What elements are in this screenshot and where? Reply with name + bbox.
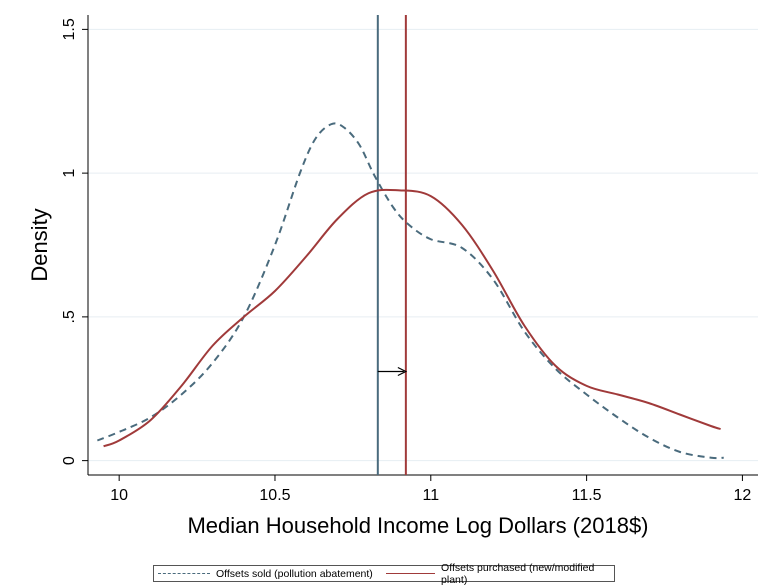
y-tick-label: 1	[61, 169, 78, 178]
reference-lines	[376, 15, 407, 475]
x-axis-title: Median Household Income Log Dollars (201…	[187, 513, 648, 538]
density-chart: 0.511.510 10.5 11 11.5 12 Density Median Hou…	[27, 15, 758, 538]
x-tick-label: 11	[422, 487, 439, 504]
legend: Offsets sold (pollution abatement) Offse…	[153, 562, 615, 586]
y-axis-title: Density	[27, 208, 52, 281]
legend-item-purchased: Offsets purchased (new/modified plant)	[385, 561, 614, 586]
x-tick-label: 12	[734, 487, 752, 504]
axes: 0.511.510 10.5 11 11.5 12	[61, 15, 758, 504]
legend-swatch-solid	[385, 573, 436, 574]
series-line-offsets-sold	[96, 122, 724, 460]
shift-arrow	[377, 366, 408, 377]
legend-label-sold: Offsets sold (pollution abatement)	[216, 567, 373, 580]
grid-lines	[88, 28, 758, 462]
legend-label-purchased: Offsets purchased (new/modified plant)	[441, 561, 595, 586]
series-lines	[96, 122, 724, 460]
x-tick-label: 10	[110, 487, 128, 504]
y-tick-label: .5	[61, 310, 78, 323]
legend-item-sold: Offsets sold (pollution abatement)	[158, 568, 386, 580]
arrow-head	[397, 366, 408, 377]
y-tick-label: 0	[61, 456, 78, 465]
legend-swatch-dashed	[158, 573, 210, 574]
x-tick-label: 10.5	[259, 487, 290, 504]
series-line-offsets-purchased	[103, 188, 721, 448]
y-tick-label: 1.5	[61, 18, 78, 40]
x-tick-label: 11.5	[572, 487, 602, 504]
